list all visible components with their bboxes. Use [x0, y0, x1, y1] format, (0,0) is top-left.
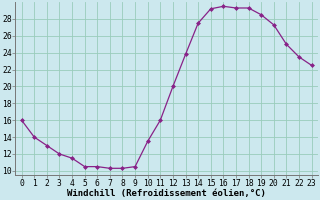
X-axis label: Windchill (Refroidissement éolien,°C): Windchill (Refroidissement éolien,°C)	[67, 189, 266, 198]
